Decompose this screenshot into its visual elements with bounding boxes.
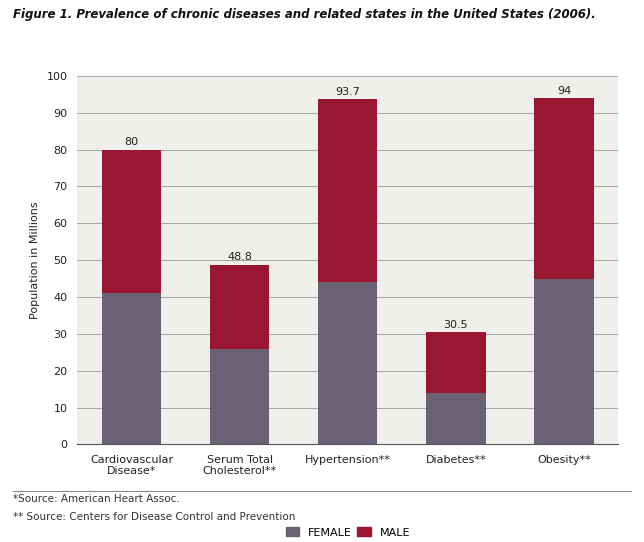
Bar: [426, 393, 486, 444]
Bar: [318, 282, 377, 444]
Text: 80: 80: [124, 137, 138, 147]
Text: 48.8: 48.8: [227, 253, 252, 262]
Legend: FEMALE, MALE: FEMALE, MALE: [281, 522, 414, 542]
Text: 94: 94: [557, 86, 571, 96]
Text: *Source: American Heart Assoc.: *Source: American Heart Assoc.: [13, 494, 180, 504]
Bar: [102, 293, 161, 444]
Bar: [102, 150, 161, 293]
Bar: [318, 99, 377, 282]
Text: ** Source: Centers for Disease Control and Prevention: ** Source: Centers for Disease Control a…: [13, 512, 295, 522]
Bar: [535, 98, 594, 279]
Text: 93.7: 93.7: [336, 87, 360, 97]
Text: 30.5: 30.5: [444, 320, 468, 330]
Bar: [210, 349, 269, 444]
Bar: [426, 332, 486, 393]
Bar: [210, 264, 269, 349]
Text: Figure 1. Prevalence of chronic diseases and related states in the United States: Figure 1. Prevalence of chronic diseases…: [13, 8, 596, 21]
Y-axis label: Population in Millions: Population in Millions: [30, 201, 40, 319]
Bar: [535, 279, 594, 444]
